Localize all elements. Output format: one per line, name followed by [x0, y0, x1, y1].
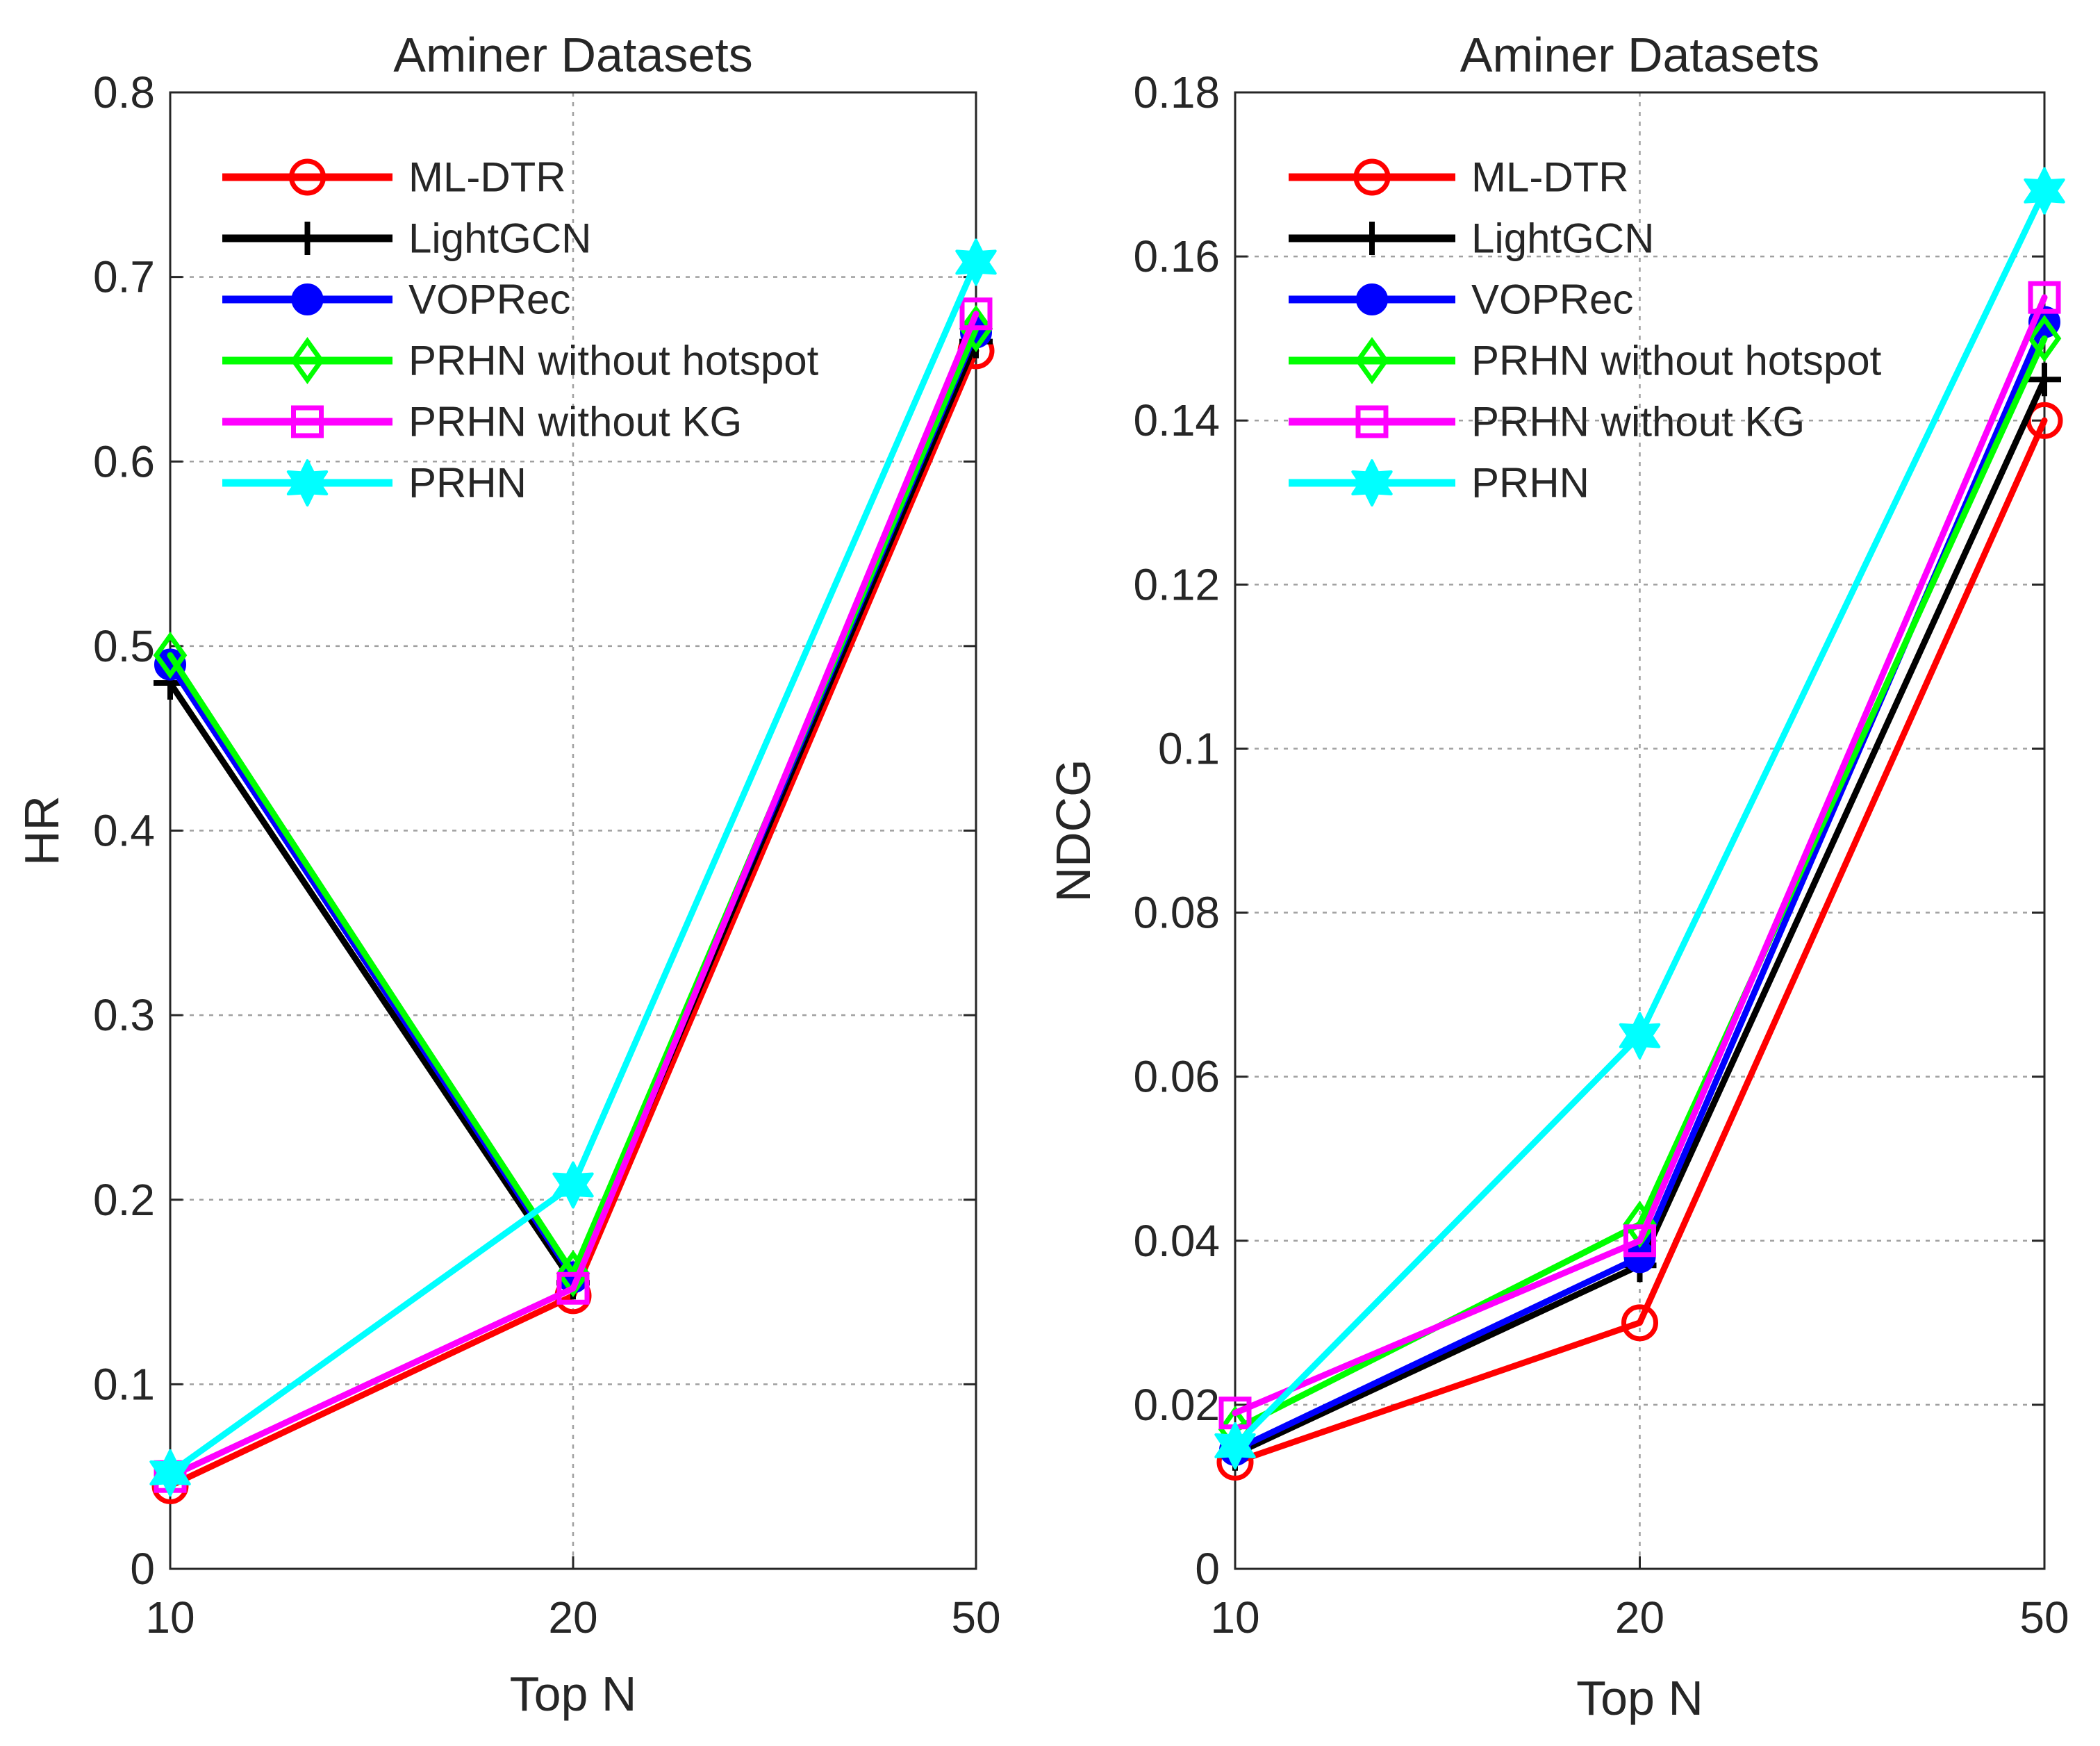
hr-point-prhn-without-hotspot-50 — [959, 304, 993, 353]
ndcg-line-ml-dtr — [1232, 417, 2048, 1465]
ndcg-point-prhn-without-hotspot-50 — [2027, 315, 2062, 363]
hr-legend-label: LightGCN — [408, 215, 591, 262]
ndcg-y-axis-label: NDCG — [1046, 759, 1100, 902]
ndcg-y-tick-label: 0 — [1195, 1544, 1220, 1594]
hr-legend-item-prhn-without-hotspot: PRHN without hotspot — [222, 336, 819, 385]
ndcg-legend-label: PRHN without KG — [1471, 399, 1805, 445]
hr-point-prhn-without-kg-50 — [959, 297, 993, 331]
ndcg-series-prhn-without-kg — [1218, 281, 2061, 1430]
ndcg-point-prhn-20 — [1619, 1012, 1661, 1060]
ndcg-y-tick-label: 0.12 — [1133, 559, 1220, 609]
ndcg-y-tick-label: 0.1 — [1158, 723, 1220, 773]
hr-legend-label: ML-DTR — [408, 154, 566, 201]
hr-y-tick-label: 0.6 — [93, 436, 155, 486]
hr-legend-item-prhn: PRHN — [222, 459, 527, 506]
ndcg-series-prhn — [1214, 167, 2065, 1469]
hr-y-tick-label: 0.8 — [93, 67, 155, 117]
ndcg-y-tick-label: 0.04 — [1133, 1216, 1220, 1266]
hr-point-prhn-10 — [149, 1449, 191, 1497]
hr-legend-item-prhn-without-kg: PRHN without KG — [222, 399, 742, 445]
ndcg-x-tick-label: 10 — [1210, 1592, 1259, 1642]
hr-legend-item-lightgcn: LightGCN — [222, 215, 591, 262]
ndcg-x-axis-label: Top N — [1576, 1671, 1703, 1725]
hr-legend-label: PRHN — [408, 460, 527, 506]
hr-legend-marker — [290, 336, 324, 385]
hr-y-tick-label: 0.3 — [93, 990, 155, 1040]
hr-legend-item-ml-dtr: ML-DTR — [222, 154, 566, 201]
ndcg-legend-item-prhn: PRHN — [1289, 459, 1589, 506]
hr-y-tick-label: 0.2 — [93, 1175, 155, 1225]
ndcg-x-tick-label: 20 — [1615, 1592, 1664, 1642]
hr-x-tick-label: 50 — [951, 1592, 1000, 1642]
ndcg-legend-item-voprec: VOPRec — [1289, 277, 1633, 323]
ndcg-x-tick-label: 50 — [2019, 1592, 2069, 1642]
hr-y-tick-label: 0.5 — [93, 621, 155, 671]
ndcg-point-prhn-without-kg-20 — [1623, 1224, 1656, 1258]
hr-point-prhn-50 — [955, 238, 997, 286]
hr-legend-label: VOPRec — [408, 277, 570, 323]
ndcg-y-tick-label: 0.06 — [1133, 1052, 1220, 1102]
hr-x-tick-label: 20 — [548, 1592, 597, 1642]
hr-point-prhn-without-kg-20 — [556, 1271, 590, 1305]
ndcg-point-prhn-10 — [1214, 1422, 1256, 1469]
hr-line-prhn-without-kg — [167, 311, 979, 1480]
hr-legend-marker — [286, 459, 329, 506]
hr-y-tick-label: 0.1 — [93, 1359, 155, 1409]
hr-chart-title: Aminer Datasets — [393, 28, 752, 82]
hr-y-tick-label: 0.4 — [93, 806, 155, 856]
ndcg-legend-label: LightGCN — [1471, 215, 1654, 262]
hr-legend-marker — [291, 283, 324, 315]
hr-y-axis-label: HR — [15, 796, 69, 866]
ndcg-point-prhn-without-kg-50 — [2028, 281, 2061, 314]
ndcg-legend-item-prhn-without-kg: PRHN without KG — [1289, 399, 1805, 445]
hr-y-tick-label: 0.7 — [93, 252, 155, 302]
ndcg-y-tick-label: 0.16 — [1133, 231, 1220, 281]
ndcg-point-ml-dtr-20 — [1621, 1304, 1658, 1342]
hr-legend-marker — [290, 222, 324, 255]
ndcg-legend-marker — [1353, 158, 1391, 196]
ndcg-line-prhn-without-kg — [1232, 294, 2048, 1417]
hr-legend-marker — [289, 158, 326, 196]
ndcg-y-tick-label: 0.08 — [1133, 888, 1220, 938]
ndcg-line-prhn-without-hotspot — [1232, 335, 2048, 1433]
ndcg-y-tick-label: 0.14 — [1133, 395, 1220, 445]
ndcg-legend-label: VOPRec — [1471, 277, 1633, 323]
ndcg-y-tick-label: 0.18 — [1133, 67, 1220, 117]
hr-series-prhn — [149, 238, 997, 1497]
hr-point-prhn-20 — [552, 1161, 594, 1209]
hr-chart: Aminer Datasets Top N HR 0 0.1 0.2 0.3 0.4 0.… — [15, 28, 1001, 1721]
ndcg-point-prhn-50 — [2024, 167, 2065, 215]
ndcg-legend-marker — [1355, 405, 1389, 438]
ndcg-legend-item-prhn-without-hotspot: PRHN without hotspot — [1289, 336, 1882, 385]
ndcg-chart-title: Aminer Datasets — [1460, 28, 1819, 82]
hr-x-tick-label: 10 — [145, 1592, 195, 1642]
ndcg-chart: Aminer Datasets Top N NDCG 0 0.02 0.04 0.06… — [1046, 28, 2069, 1725]
hr-legend-label: PRHN without hotspot — [408, 338, 819, 384]
ndcg-point-lightgcn-50 — [2028, 363, 2061, 397]
hr-x-axis-label: Top N — [510, 1667, 637, 1721]
ndcg-legend-marker — [1356, 283, 1388, 315]
hr-y-tick-label: 0 — [130, 1544, 155, 1594]
hr-legend-item-voprec: VOPRec — [222, 277, 570, 323]
ndcg-legend-label: PRHN — [1471, 460, 1589, 506]
hr-legend-label: PRHN without KG — [408, 399, 742, 445]
ndcg-y-tick-label: 0.02 — [1133, 1380, 1220, 1430]
ndcg-legend-marker — [1355, 222, 1389, 255]
ndcg-legend-item-lightgcn: LightGCN — [1289, 215, 1654, 262]
ndcg-legend-label: ML-DTR — [1471, 154, 1629, 201]
hr-point-prhn-without-hotspot-10 — [153, 632, 188, 680]
ndcg-legend-marker — [1351, 459, 1393, 506]
ndcg-legend-item-ml-dtr: ML-DTR — [1289, 154, 1629, 201]
ndcg-legend-label: PRHN without hotspot — [1471, 338, 1882, 384]
hr-legend-marker — [291, 405, 324, 438]
ndcg-legend-marker — [1355, 336, 1389, 385]
